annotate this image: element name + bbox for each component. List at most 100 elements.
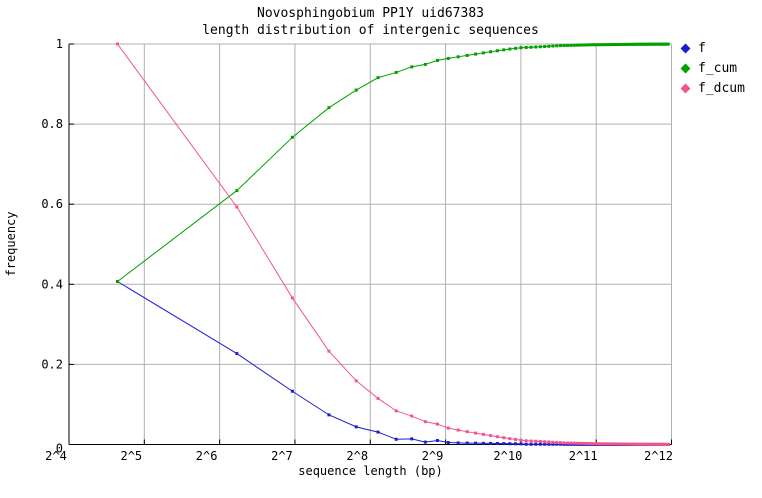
series-f_dcum-line [117, 43, 669, 445]
series-f_dcum-marker [606, 442, 610, 446]
series-f_cum-marker [637, 42, 641, 46]
legend: f f_cum f_dcum [680, 38, 745, 98]
series-f_dcum-marker [648, 442, 652, 446]
series-f-marker [423, 440, 427, 444]
series-f_cum-marker [502, 48, 506, 52]
series-f_dcum-marker [423, 420, 427, 424]
series-f_dcum-marker [631, 442, 635, 446]
series-f_cum-marker [566, 43, 570, 47]
series-f_cum-marker [534, 45, 538, 49]
series-f_dcum-marker [621, 442, 625, 446]
x-tick-label: 2^5 [120, 449, 142, 463]
series-f_dcum-marker [590, 442, 594, 446]
series-f_dcum-marker [354, 379, 358, 383]
series-f_cum-marker [572, 43, 576, 47]
series-f_cum-marker [543, 45, 547, 49]
series-f_dcum-marker [562, 441, 566, 445]
series-f_dcum-marker [633, 442, 637, 446]
y-tick-label: 0.4 [41, 277, 63, 291]
series-f_dcum-marker [569, 441, 573, 445]
series-f_dcum-marker [608, 442, 612, 446]
series-f-marker [456, 441, 460, 445]
series-f_dcum-marker [394, 409, 398, 413]
series-f_cum-marker [529, 45, 533, 49]
series-f_cum-marker [587, 43, 591, 47]
series-f_cum-marker [653, 42, 657, 46]
x-tick-label: 2^9 [422, 449, 444, 463]
series-f_dcum-marker [610, 442, 614, 446]
series-f_cum-marker [538, 45, 542, 49]
series-f_cum-marker [638, 42, 642, 46]
legend-label-f_dcum: f_dcum [698, 80, 745, 96]
series-f_cum-line [117, 43, 669, 282]
series-f_cum-marker [576, 43, 580, 47]
series-f_cum-marker [635, 42, 639, 46]
series-f-marker [508, 442, 512, 446]
series-f_dcum-marker [652, 442, 656, 446]
series-f-marker [555, 442, 559, 446]
series-f_dcum-marker [327, 349, 331, 353]
series-f_dcum-marker [524, 439, 528, 443]
grid-layer [69, 43, 672, 445]
series-f-marker [514, 442, 518, 446]
series-f_cum-marker [394, 70, 398, 74]
series-f-marker [435, 438, 439, 442]
series-f_dcum-marker [582, 441, 586, 445]
series-f_dcum-marker [655, 442, 659, 446]
series-f_dcum-marker [235, 205, 239, 209]
series-f-marker [502, 442, 506, 446]
legend-entry-f_dcum: f_dcum [680, 78, 745, 98]
series-f_dcum-marker [502, 436, 506, 440]
series-f_dcum-marker [638, 442, 642, 446]
series-f_cum-marker [610, 43, 614, 47]
series-f_dcum-marker [290, 296, 294, 300]
legend-marker-f_cum [680, 63, 691, 73]
series-f_cum-marker [481, 51, 485, 55]
x-tick-label: 2^12 [644, 449, 673, 463]
x-tick-label: 2^7 [271, 449, 293, 463]
series-f_cum-marker [489, 50, 493, 54]
series-f_dcum-marker [519, 438, 523, 442]
series-f_dcum-marker [645, 442, 649, 446]
series-f-marker [290, 389, 294, 393]
series-f_cum-marker [446, 56, 450, 60]
series-f-marker [354, 425, 358, 429]
legend-marker-f [680, 43, 691, 53]
series-f_cum-marker [650, 42, 654, 46]
series-f_cum-marker [562, 43, 566, 47]
series-f_cum-marker [601, 43, 605, 47]
y-tick-label: 0.8 [41, 117, 63, 131]
series-f_cum-marker [603, 43, 607, 47]
series-f-marker [474, 441, 478, 445]
series-f_cum-marker [569, 43, 573, 47]
series-f-marker [410, 437, 414, 441]
series-f_cum [115, 42, 670, 283]
series-f-marker [519, 442, 523, 446]
series-f_dcum-marker [587, 442, 591, 446]
series-f_cum-marker [514, 46, 518, 50]
tick-labels: 2^4 2^5 2^6 2^7 2^8 2^9 2^10 2^11 2^12 0 0.2 0.4 0.6… [41, 37, 673, 463]
series-f_dcum-marker [551, 440, 555, 444]
legend-marker-f_dcum [680, 83, 691, 93]
series-f-marker [529, 442, 533, 446]
y-tick-label: 0 [56, 442, 63, 456]
series-f_cum-marker [621, 42, 625, 46]
series-f_dcum-marker [617, 442, 621, 446]
series-f_cum-marker [474, 52, 478, 56]
series-f-marker [481, 441, 485, 445]
series-f_cum-marker [547, 44, 551, 48]
series-f_dcum-marker [613, 442, 617, 446]
series-f_cum-marker [559, 44, 563, 48]
series-f_cum-marker [456, 55, 460, 59]
series-f_cum-marker [555, 44, 559, 48]
series-f_dcum-marker [653, 442, 657, 446]
series-f_cum-marker [645, 42, 649, 46]
series-f_cum-marker [640, 42, 644, 46]
y-tick-label: 1 [56, 37, 63, 51]
series-f_dcum-marker [644, 442, 648, 446]
series-f_cum-marker [648, 42, 652, 46]
series-f-marker [538, 442, 542, 446]
series-f_dcum-marker [585, 441, 589, 445]
series-f_cum-marker [590, 43, 594, 47]
